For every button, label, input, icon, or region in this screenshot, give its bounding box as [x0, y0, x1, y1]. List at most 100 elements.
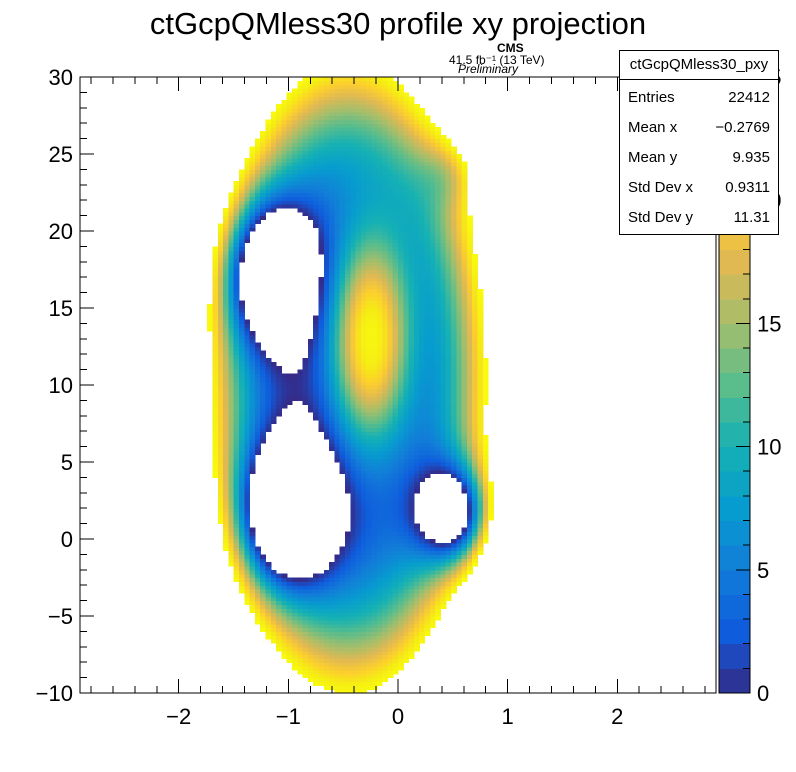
- heatmap-cell: [366, 334, 373, 340]
- heatmap-cell: [376, 408, 383, 413]
- heatmap-cell: [350, 400, 357, 405]
- heatmap-cell: [334, 184, 341, 190]
- heatmap-cell: [424, 284, 431, 290]
- heatmap-cell: [339, 123, 346, 128]
- heatmap-cell: [297, 150, 304, 155]
- heatmap-cell: [270, 419, 277, 425]
- heatmap-cell: [392, 115, 399, 120]
- heatmap-cell: [392, 311, 399, 317]
- heatmap-cell: [366, 581, 373, 586]
- heatmap-cell: [398, 134, 404, 140]
- heatmap-cell: [376, 400, 383, 405]
- heatmap-cell: [408, 227, 415, 232]
- heatmap-cell: [408, 281, 415, 286]
- heatmap-cell: [323, 238, 330, 244]
- heatmap-cell: [435, 585, 441, 590]
- heatmap-cell: [276, 604, 282, 609]
- heatmap-cell: [429, 257, 436, 263]
- heatmap-cell: [419, 465, 426, 471]
- heatmap-cell: [435, 419, 441, 425]
- heatmap-cell: [419, 134, 426, 140]
- heatmap-cell: [281, 165, 288, 170]
- heatmap-cell: [318, 619, 325, 625]
- heatmap-cell: [345, 381, 351, 386]
- heatmap-cell: [413, 589, 420, 594]
- heatmap-cell: [323, 211, 330, 217]
- heatmap-cell: [408, 438, 415, 444]
- heatmap-cell: [244, 550, 251, 555]
- heatmap-cell: [419, 138, 426, 144]
- heatmap-cell: [329, 577, 335, 582]
- heatmap-cell: [244, 361, 251, 367]
- heatmap-cell: [339, 450, 346, 455]
- heatmap-cell: [387, 554, 394, 559]
- heatmap-cell: [249, 408, 256, 413]
- heatmap-cell: [440, 577, 447, 582]
- heatmap-cell: [350, 616, 357, 621]
- heatmap-cell: [249, 423, 256, 428]
- heatmap-cell: [345, 246, 351, 251]
- heatmap-cell: [387, 546, 394, 552]
- heatmap-cell: [212, 300, 219, 305]
- heatmap-cell: [350, 623, 357, 629]
- heatmap-cell: [360, 481, 367, 486]
- heatmap-cell: [429, 616, 436, 621]
- heatmap-cell: [440, 565, 447, 571]
- heatmap-cell: [403, 277, 410, 282]
- heatmap-cell: [244, 542, 251, 548]
- heatmap-cell: [429, 539, 436, 544]
- heatmap-cell: [408, 589, 415, 594]
- heatmap-cell: [392, 334, 399, 340]
- heatmap-cell: [360, 473, 367, 478]
- heatmap-cell: [307, 616, 314, 621]
- heatmap-cell: [318, 103, 325, 109]
- heatmap-cell: [281, 107, 288, 113]
- heatmap-cell: [429, 573, 436, 579]
- heatmap-cell: [413, 123, 420, 128]
- heatmap-cell: [249, 154, 256, 159]
- heatmap-cell: [345, 427, 351, 432]
- heatmap-cell: [239, 473, 245, 478]
- heatmap-cell: [403, 535, 410, 540]
- heatmap-cell: [217, 408, 224, 413]
- heatmap-cell: [435, 154, 441, 159]
- heatmap-cell: [249, 438, 256, 444]
- heatmap-cell: [212, 261, 219, 267]
- heatmap-cell: [339, 257, 346, 263]
- heatmap-cell: [408, 385, 415, 390]
- heatmap-cell: [302, 358, 309, 363]
- heatmap-cell: [387, 504, 394, 509]
- heatmap-cell: [398, 123, 404, 128]
- heatmap-cell: [429, 612, 436, 617]
- heatmap-cell: [307, 377, 314, 382]
- heatmap-cell: [339, 84, 346, 90]
- heatmap-cell: [413, 485, 420, 490]
- heatmap-cell: [440, 550, 447, 555]
- heatmap-cell: [392, 373, 399, 378]
- heatmap-cell: [445, 431, 452, 436]
- heatmap-cell: [403, 616, 410, 621]
- heatmap-cell: [329, 134, 335, 140]
- heatmap-cell: [260, 569, 267, 575]
- heatmap-cell: [376, 127, 383, 132]
- heatmap-cell: [387, 211, 394, 217]
- heatmap-cell: [334, 358, 341, 363]
- heatmap-cell: [424, 223, 431, 228]
- heatmap-cell: [329, 319, 335, 324]
- heatmap-cell: [345, 211, 351, 217]
- heatmap-cell: [292, 627, 298, 632]
- heatmap-cell: [360, 523, 367, 529]
- heatmap-cell: [408, 504, 415, 509]
- heatmap-cell: [260, 562, 267, 567]
- heatmap-cell: [419, 165, 426, 170]
- heatmap-cell: [392, 411, 399, 417]
- heatmap-cell: [339, 377, 346, 382]
- heatmap-cell: [217, 411, 224, 417]
- heatmap-cell: [292, 631, 298, 636]
- heatmap-cell: [334, 311, 341, 317]
- heatmap-cell: [334, 381, 341, 386]
- heatmap-cell: [297, 157, 304, 163]
- heatmap-cell: [334, 334, 341, 340]
- heatmap-cell: [270, 635, 277, 640]
- heatmap-cell: [276, 119, 282, 124]
